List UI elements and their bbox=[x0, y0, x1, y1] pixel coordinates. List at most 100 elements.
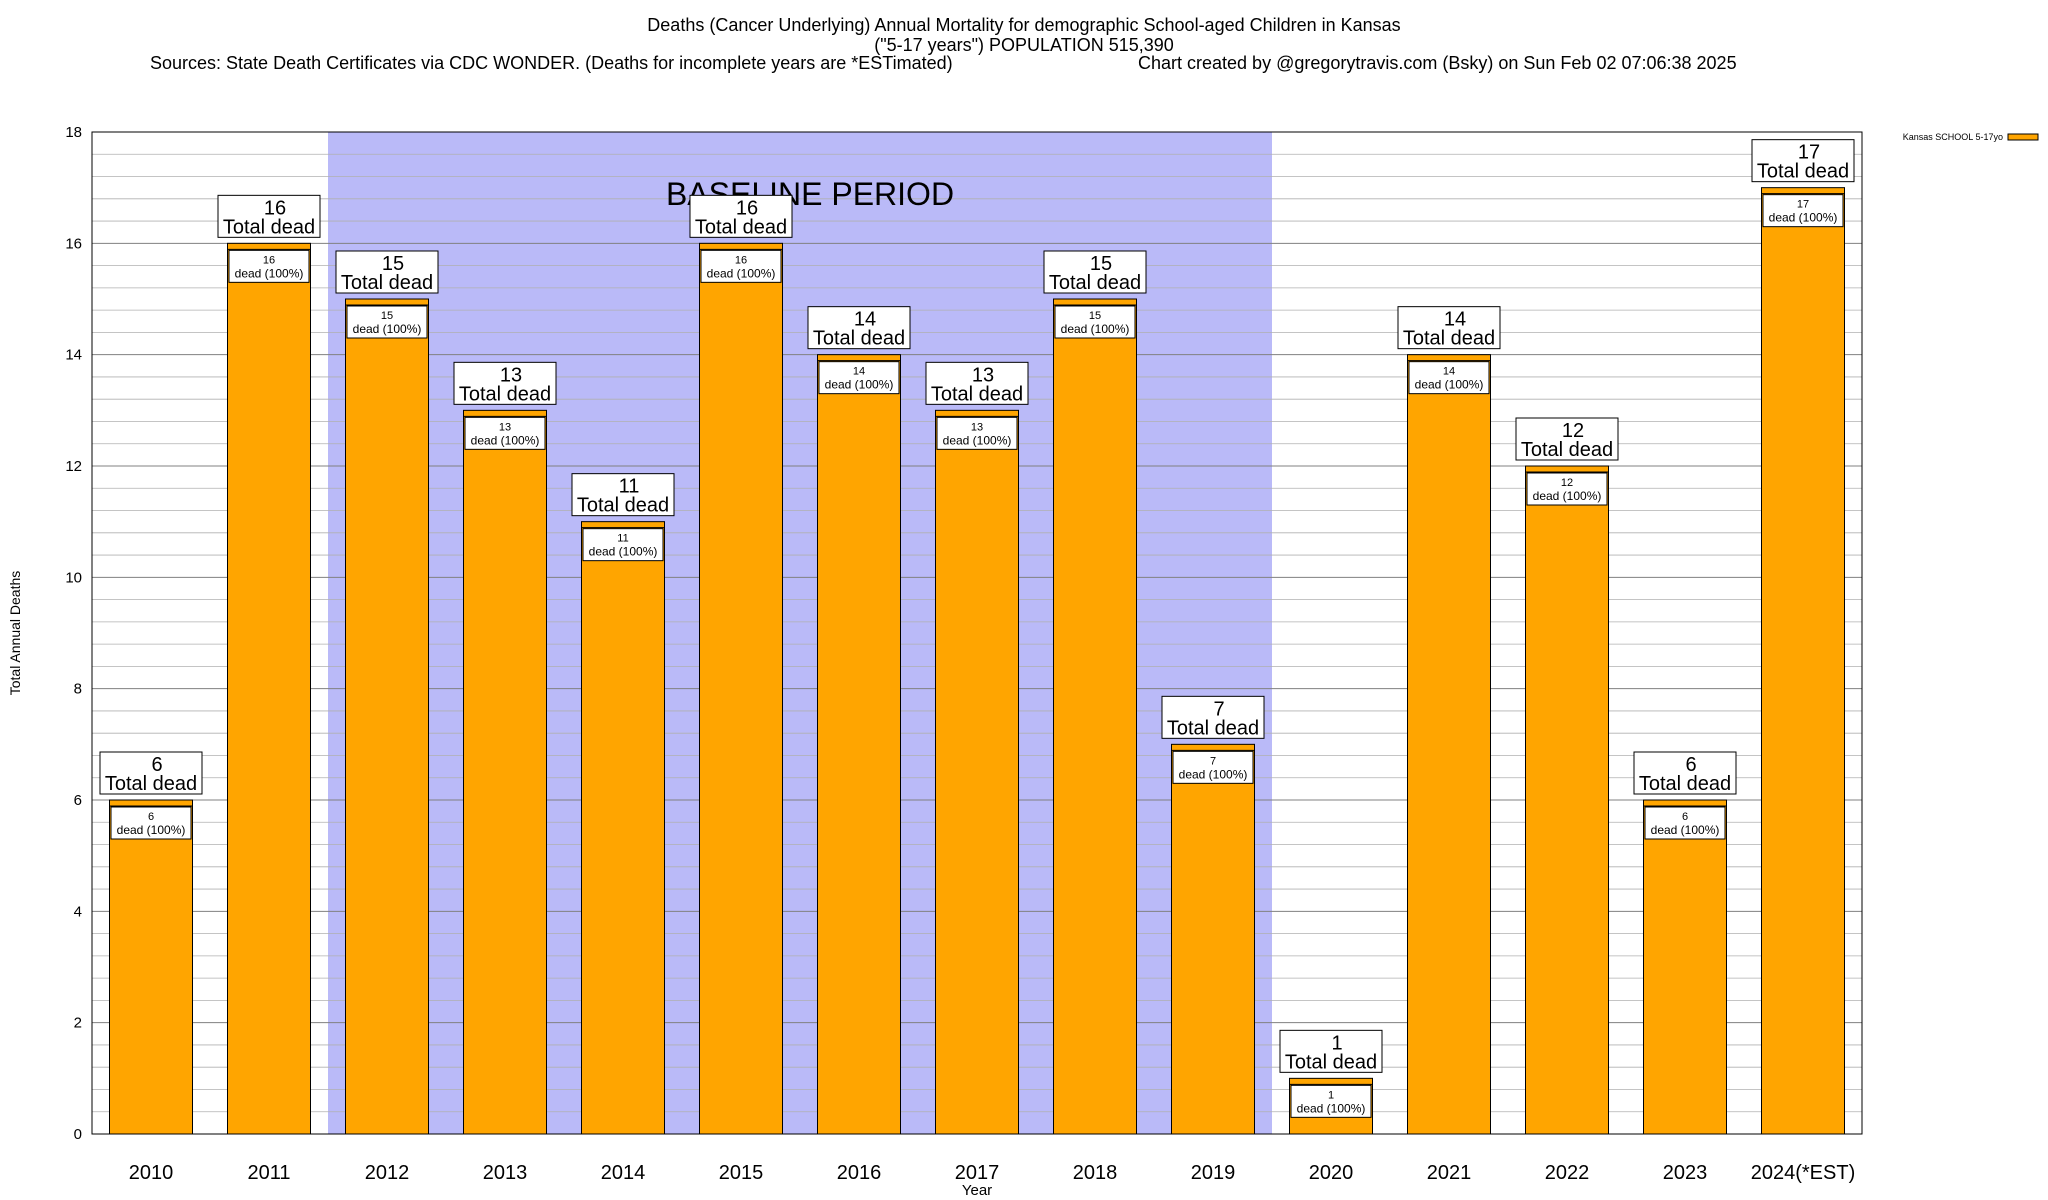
inner-label-value: 16 bbox=[263, 254, 275, 266]
bar bbox=[345, 298, 429, 1135]
total-label-value: 16 bbox=[736, 197, 758, 219]
inner-label-value: 6 bbox=[148, 811, 154, 823]
inner-label-text: dead (100%) bbox=[943, 433, 1012, 447]
inner-label-text: dead (100%) bbox=[1415, 378, 1484, 392]
inner-label-box bbox=[582, 528, 664, 562]
bar bbox=[581, 521, 665, 1135]
x-tick-label: 2021 bbox=[1427, 1162, 1472, 1184]
total-label-box bbox=[1161, 695, 1265, 739]
total-label-box bbox=[335, 250, 439, 294]
total-label-value: 7 bbox=[1213, 698, 1224, 720]
inner-label-text: dead (100%) bbox=[353, 322, 422, 336]
inner-label-box bbox=[1290, 1084, 1372, 1118]
inner-label-value: 17 bbox=[1797, 199, 1809, 211]
bar bbox=[463, 409, 547, 1135]
inner-label-box bbox=[464, 416, 546, 450]
x-axis-label: Year bbox=[962, 1182, 992, 1199]
sources-note: Sources: State Death Certificates via CD… bbox=[150, 53, 953, 73]
bar bbox=[1053, 298, 1137, 1135]
inner-label-box bbox=[700, 249, 782, 283]
y-tick-label: 14 bbox=[65, 347, 82, 364]
inner-label-value: 13 bbox=[499, 421, 511, 433]
total-label-text: Total dead bbox=[1757, 161, 1849, 183]
total-label-value: 12 bbox=[1562, 420, 1584, 442]
total-label-box bbox=[1633, 751, 1737, 795]
total-label-text: Total dead bbox=[1285, 1051, 1377, 1073]
inner-label-text: dead (100%) bbox=[471, 433, 540, 447]
inner-label-box bbox=[936, 416, 1018, 450]
inner-label-text: dead (100%) bbox=[1061, 322, 1130, 336]
inner-label-value: 14 bbox=[1443, 366, 1455, 378]
x-tick-label: 2014 bbox=[601, 1162, 646, 1184]
total-label-value: 6 bbox=[151, 754, 162, 776]
inner-label-box bbox=[818, 361, 900, 395]
x-tick-label: 2017 bbox=[955, 1162, 1000, 1184]
total-label-box bbox=[99, 751, 203, 795]
total-label-value: 16 bbox=[264, 197, 286, 219]
y-tick-label: 0 bbox=[74, 1126, 82, 1143]
y-tick-label: 2 bbox=[74, 1015, 82, 1032]
bar bbox=[109, 799, 193, 1135]
y-tick-label: 12 bbox=[65, 458, 82, 475]
total-label-box bbox=[1751, 139, 1855, 183]
bar bbox=[935, 409, 1019, 1135]
inner-label-value: 7 bbox=[1210, 755, 1216, 767]
inner-label-value: 12 bbox=[1561, 477, 1573, 489]
total-label-text: Total dead bbox=[105, 773, 197, 795]
x-tick-label: 2023 bbox=[1663, 1162, 1708, 1184]
inner-label-text: dead (100%) bbox=[825, 378, 894, 392]
inner-label-box bbox=[228, 249, 310, 283]
y-tick-label: 4 bbox=[74, 903, 82, 920]
inner-label-text: dead (100%) bbox=[1179, 767, 1248, 781]
inner-label-value: 13 bbox=[971, 421, 983, 433]
inner-label-value: 14 bbox=[853, 366, 865, 378]
total-label-box bbox=[1279, 1029, 1383, 1073]
chart-subtitle: ("5-17 years") POPULATION 515,390 bbox=[874, 35, 1174, 55]
total-label-box bbox=[925, 361, 1029, 405]
x-tick-label: 2015 bbox=[719, 1162, 764, 1184]
inner-label-box bbox=[1762, 194, 1844, 228]
total-label-box bbox=[689, 194, 793, 238]
total-label-text: Total dead bbox=[931, 383, 1023, 405]
inner-label-box bbox=[110, 806, 192, 840]
inner-label-text: dead (100%) bbox=[1297, 1101, 1366, 1115]
total-label-text: Total dead bbox=[459, 383, 551, 405]
total-label-value: 6 bbox=[1685, 754, 1696, 776]
total-label-box bbox=[1515, 417, 1619, 461]
total-label-text: Total dead bbox=[1049, 272, 1141, 294]
y-tick-label: 8 bbox=[74, 681, 82, 698]
bar bbox=[1761, 187, 1845, 1135]
inner-label-value: 1 bbox=[1328, 1089, 1334, 1101]
inner-label-text: dead (100%) bbox=[589, 545, 658, 559]
y-tick-label: 18 bbox=[65, 124, 82, 141]
inner-label-text: dead (100%) bbox=[1533, 489, 1602, 503]
total-label-text: Total dead bbox=[577, 495, 669, 517]
x-tick-label: 2010 bbox=[129, 1162, 174, 1184]
bar bbox=[1171, 743, 1255, 1135]
total-label-value: 14 bbox=[1444, 309, 1466, 331]
total-label-text: Total dead bbox=[1521, 439, 1613, 461]
total-label-value: 17 bbox=[1798, 142, 1820, 164]
bar bbox=[227, 242, 311, 1135]
bar bbox=[1525, 465, 1609, 1135]
x-tick-label: 2022 bbox=[1545, 1162, 1590, 1184]
x-tick-label: 2020 bbox=[1309, 1162, 1354, 1184]
inner-label-text: dead (100%) bbox=[117, 823, 186, 837]
x-tick-label: 2018 bbox=[1073, 1162, 1118, 1184]
y-axis-label: Total Annual Deaths bbox=[7, 571, 23, 696]
bar bbox=[699, 242, 783, 1135]
chart-title: Deaths (Cancer Underlying) Annual Mortal… bbox=[647, 15, 1401, 35]
total-label-box bbox=[1397, 306, 1501, 350]
total-label-value: 1 bbox=[1331, 1032, 1342, 1054]
total-label-text: Total dead bbox=[1167, 717, 1259, 739]
total-label-box bbox=[453, 361, 557, 405]
legend-swatch bbox=[2007, 133, 2039, 141]
total-label-box bbox=[807, 306, 911, 350]
inner-label-text: dead (100%) bbox=[1651, 823, 1720, 837]
bar bbox=[1643, 799, 1727, 1135]
inner-label-value: 15 bbox=[1089, 310, 1101, 322]
bar bbox=[817, 354, 901, 1135]
y-tick-label: 10 bbox=[65, 569, 82, 586]
x-tick-label: 2013 bbox=[483, 1162, 528, 1184]
total-label-box bbox=[1043, 250, 1147, 294]
